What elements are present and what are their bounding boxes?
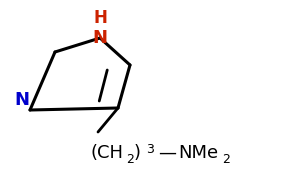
Text: 3: 3 xyxy=(146,143,154,156)
Text: NMe: NMe xyxy=(178,144,218,162)
Text: ): ) xyxy=(134,144,141,162)
Text: 2: 2 xyxy=(222,153,230,166)
Text: (CH: (CH xyxy=(90,144,123,162)
Text: N: N xyxy=(92,29,108,47)
Text: —: — xyxy=(158,144,176,162)
Text: N: N xyxy=(14,91,30,109)
Text: H: H xyxy=(93,9,107,27)
Text: 2: 2 xyxy=(126,153,134,166)
